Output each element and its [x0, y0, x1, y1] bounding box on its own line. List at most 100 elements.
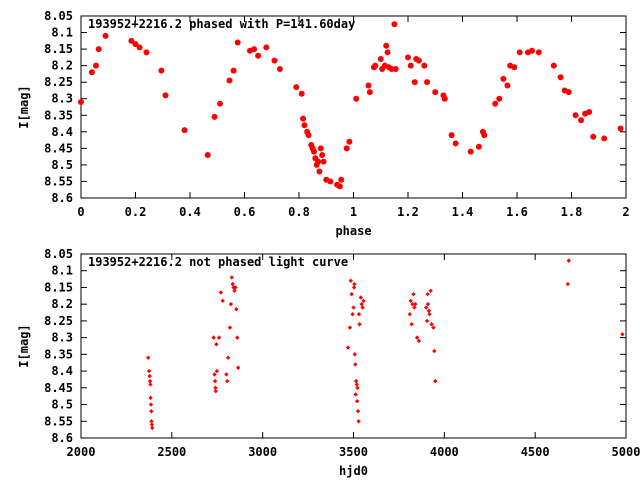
unphased-data-point	[349, 291, 354, 297]
phased-data-point	[319, 151, 326, 158]
phased-x-tick-label: 0.4	[179, 205, 201, 219]
phased-data-point	[305, 132, 312, 139]
unphased-data-point	[148, 382, 153, 387]
phased-data-point	[128, 37, 135, 44]
unphased-data-point	[409, 322, 414, 327]
unphased-data-point	[146, 355, 151, 360]
phased-data-point	[327, 178, 334, 185]
unphased-data-point	[431, 325, 436, 330]
phased-data-point	[411, 79, 418, 86]
unphased-data-point	[425, 291, 430, 297]
unphased-data-point	[214, 368, 220, 374]
unphased-x-tick-labels: 2000 2500 3000 3500 4000 4500 5000	[67, 445, 640, 459]
unphased-data-point	[150, 425, 155, 431]
unphased-data-point	[412, 305, 417, 310]
unphased-y-tick-label: 8.3	[51, 331, 73, 345]
phased-y-tick-label: 8.6	[51, 191, 73, 205]
phased-x-tick-label: 1.8	[561, 205, 583, 219]
phased-y-tick-label: 8.05	[44, 9, 73, 23]
unphased-data-point	[358, 295, 363, 300]
unphased-data-point	[429, 322, 434, 327]
unphased-data-point	[432, 348, 437, 354]
unphased-data-point	[433, 378, 438, 384]
phased-x-tick-label: 0.2	[125, 205, 147, 219]
phased-data-point	[251, 46, 258, 53]
phased-data-point	[601, 135, 608, 142]
phased-y-tick-label: 8.4	[51, 125, 73, 139]
unphased-data-point	[426, 308, 432, 314]
phased-data-point	[143, 49, 150, 56]
phased-data-point	[372, 62, 379, 69]
phased-x-tick-labels: 0 0.2 0.4 0.6 0.8 1 1.2 1.4 1.6 1.8 2	[77, 205, 629, 219]
phased-data-point	[92, 62, 99, 69]
unphased-y-tick-label: 8.15	[44, 280, 73, 294]
phased-chart: 0 0.2 0.4 0.6 0.8 1 1.2 1.4 1.6 1.8 2 8.058.18.158…	[17, 9, 630, 238]
unphased-data-point	[149, 422, 155, 427]
unphased-data-point	[408, 298, 413, 304]
phased-data-point	[565, 89, 572, 96]
unphased-data-point	[413, 301, 418, 307]
unphased-y-axis-label: I[mag]	[17, 324, 31, 367]
unphased-data-point	[149, 409, 154, 414]
unphased-data-point	[425, 301, 431, 307]
phased-y-tick-labels: 8.05 8.1 8.15 8.2 8.25 8.3 8.35 8.4 8.45 8.5 8.55 8…	[44, 9, 73, 205]
phased-data-point	[391, 21, 398, 28]
unphased-x-tick-label: 5000	[612, 445, 640, 459]
phased-data-point	[293, 84, 300, 91]
unphased-data-point	[427, 312, 432, 317]
unphased-data-point	[148, 395, 153, 401]
phased-y-tick-label: 8.5	[51, 158, 73, 172]
phased-data-point	[78, 99, 84, 106]
unphased-data-point	[352, 281, 357, 287]
phased-y-tick-label: 8.45	[44, 141, 73, 155]
unphased-data-point	[235, 365, 241, 370]
unphased-data-point	[229, 275, 234, 280]
phased-data-point	[407, 62, 414, 69]
phased-y-tick-label: 8.1	[51, 26, 73, 40]
phased-data-point	[316, 168, 323, 175]
phased-data-point	[338, 176, 345, 183]
unphased-data-point	[213, 388, 218, 394]
unphased-data-point	[424, 318, 430, 324]
unphased-x-tick-label: 2500	[157, 445, 186, 459]
phased-data-point	[263, 44, 270, 51]
unphased-data-point	[360, 305, 365, 310]
unphased-y-tick-label: 8.05	[44, 247, 73, 261]
phased-data-point	[276, 65, 283, 72]
phased-data-point	[528, 47, 535, 54]
unphased-data-point	[225, 378, 230, 384]
unphased-x-tick-label: 4500	[521, 445, 550, 459]
phased-y-tick-label: 8.35	[44, 108, 73, 122]
phased-y-tick-label: 8.25	[44, 75, 73, 89]
phased-x-tick-label: 0.8	[288, 205, 310, 219]
unphased-data-point	[345, 345, 351, 350]
unphased-data-point	[411, 291, 416, 297]
phased-x-tick-label: 1	[350, 205, 357, 219]
unphased-data-point	[211, 335, 216, 340]
unphased-data-point	[147, 373, 152, 379]
unphased-data-point	[148, 402, 154, 407]
phased-axis-ticks	[80, 15, 627, 199]
unphased-data-point	[410, 301, 415, 307]
unphased-data-point	[212, 372, 217, 377]
phased-data-point	[504, 82, 511, 89]
unphased-data-point	[212, 378, 218, 384]
unphased-y-tick-label: 8.4	[51, 364, 73, 378]
unphased-y-tick-label: 8.5	[51, 398, 73, 412]
unphased-y-tick-label: 8.45	[44, 381, 73, 395]
phased-data-point	[320, 158, 327, 165]
phased-data-point	[572, 112, 579, 119]
unphased-data-point	[234, 307, 239, 312]
phased-data-point	[204, 151, 211, 158]
phased-y-tick-label: 8.2	[51, 59, 73, 73]
phased-x-tick-label: 2	[622, 205, 629, 219]
phased-data-point	[377, 56, 384, 63]
phased-data-point	[136, 44, 143, 51]
unphased-data-point	[233, 285, 238, 290]
phased-data-points	[78, 21, 624, 190]
phased-data-point	[467, 148, 474, 155]
phased-data-point	[216, 100, 223, 107]
unphased-data-point	[146, 368, 152, 374]
phased-x-tick-label: 0	[77, 205, 84, 219]
unphased-y-tick-label: 8.2	[51, 297, 73, 311]
